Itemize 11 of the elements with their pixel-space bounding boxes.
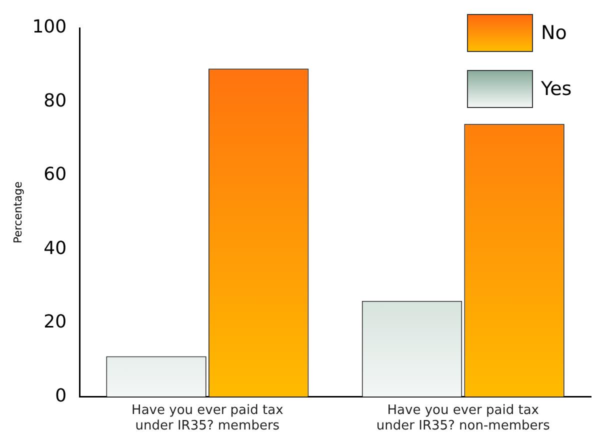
x-tick-label: Have you ever paid tax under IR35? members <box>132 402 284 434</box>
legend-label: No <box>541 22 568 44</box>
y-tick-label: 40 <box>44 238 67 259</box>
y-axis-title: Percentage <box>11 181 24 244</box>
y-tick-label: 100 <box>32 16 67 38</box>
y-tick-label: 0 <box>55 385 67 406</box>
y-tick-label: 80 <box>44 90 67 112</box>
y-tick-label: 20 <box>44 312 67 333</box>
x-tick-label: Have you ever paid tax under IR35? non-members <box>376 402 550 434</box>
legend-label: Yes <box>541 78 573 100</box>
y-tick-label: 60 <box>44 164 67 186</box>
